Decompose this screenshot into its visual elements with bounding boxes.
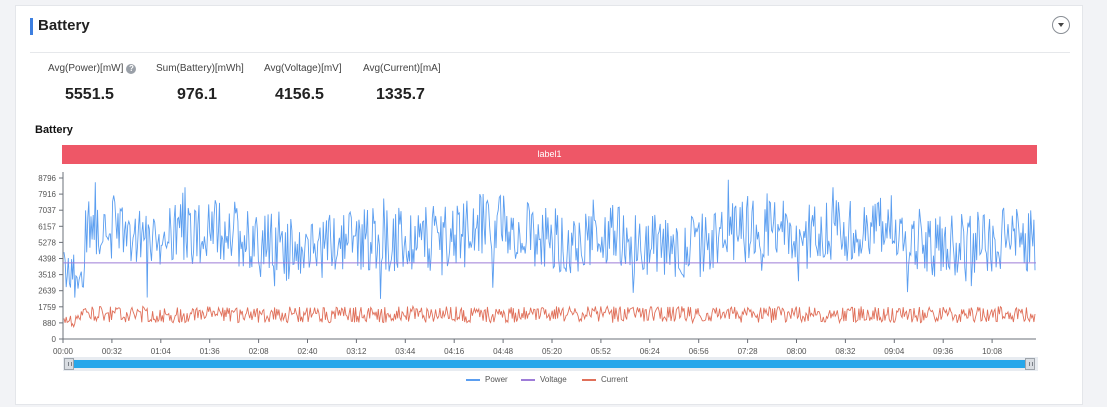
zoom-slider-range[interactable] (67, 360, 1035, 368)
legend-label-power: Power (485, 375, 508, 384)
stat-label-current: Avg(Current)[mA] (363, 63, 441, 74)
x-tick-label: 00:00 (53, 347, 74, 356)
zoom-slider-right-handle[interactable] (1025, 358, 1035, 370)
y-tick-label: 8796 (38, 174, 56, 183)
battery-line-chart[interactable]: 0 880 1759 2639 3518 4398 5278 6157 7037 7916 8796… (16, 6, 1084, 406)
x-tick-label: 05:20 (542, 347, 563, 356)
stat-label-battery: Sum(Battery)[mWh] (156, 63, 244, 74)
x-tick-label: 03:12 (346, 347, 367, 356)
legend-item-voltage[interactable]: Voltage (521, 375, 567, 384)
x-tick-label: 06:24 (640, 347, 661, 356)
x-tick-label: 00:32 (102, 347, 123, 356)
chart-legend: Power Voltage Current (16, 375, 1084, 389)
legend-swatch-current (582, 378, 596, 381)
y-tick-label: 7037 (38, 206, 56, 215)
zoom-slider-left-handle[interactable] (64, 358, 74, 370)
x-tick-label: 01:36 (200, 347, 221, 356)
y-tick-label: 5278 (38, 238, 56, 247)
y-tick-label: 4398 (38, 255, 56, 264)
x-tick-label: 04:48 (493, 347, 514, 356)
legend-swatch-voltage (521, 378, 535, 381)
x-tick-label: 08:32 (835, 347, 856, 356)
panel-title: Battery (38, 17, 90, 34)
battery-panel: Battery Avg(Power)[mW]? 5551.5 Sum(Batte… (15, 5, 1083, 405)
stat-value-power: 5551.5 (65, 86, 114, 103)
stat-label-power: Avg(Power)[mW]? (48, 63, 137, 74)
y-tick-label: 1759 (38, 303, 56, 312)
legend-item-power[interactable]: Power (466, 375, 508, 384)
current-series-line (63, 304, 1036, 329)
y-tick-label: 0 (52, 335, 57, 344)
x-tick-label: 09:04 (884, 347, 905, 356)
y-tick-label: 7916 (38, 190, 56, 199)
x-tick-label: 03:44 (395, 347, 416, 356)
legend-item-current[interactable]: Current (582, 375, 628, 384)
y-tick-label: 2639 (38, 287, 56, 296)
chart-title: Battery (35, 124, 73, 136)
y-tick-label: 3518 (38, 271, 56, 280)
stat-value-current: 1335.7 (376, 86, 425, 103)
stat-value-voltage: 4156.5 (275, 86, 324, 103)
x-tick-label: 02:08 (249, 347, 270, 356)
collapse-button[interactable] (1052, 16, 1070, 34)
x-tick-label: 10:08 (982, 347, 1003, 356)
panel-header: Battery (30, 14, 1070, 53)
help-icon[interactable]: ? (126, 64, 137, 74)
x-tick-label: 02:40 (297, 347, 318, 356)
legend-label-current: Current (601, 375, 628, 384)
x-tick-label: 04:16 (444, 347, 465, 356)
x-tick-label: 09:36 (933, 347, 954, 356)
x-tick-label: 08:00 (786, 347, 807, 356)
legend-swatch-power (466, 378, 480, 381)
stat-label-voltage: Avg(Voltage)[mV] (264, 63, 342, 74)
x-tick-label: 01:04 (151, 347, 172, 356)
y-tick-label: 6157 (38, 222, 56, 231)
label-bar[interactable]: label1 (62, 145, 1037, 164)
x-tick-label: 06:56 (689, 347, 710, 356)
chevron-down-icon (1058, 23, 1064, 27)
x-tick-label: 07:28 (738, 347, 759, 356)
power-series-line (63, 179, 1036, 299)
y-tick-label: 880 (43, 319, 57, 328)
stat-value-battery: 976.1 (177, 86, 218, 103)
x-tick-label: 05:52 (591, 347, 612, 356)
legend-label-voltage: Voltage (540, 375, 567, 384)
header-accent (30, 18, 33, 35)
